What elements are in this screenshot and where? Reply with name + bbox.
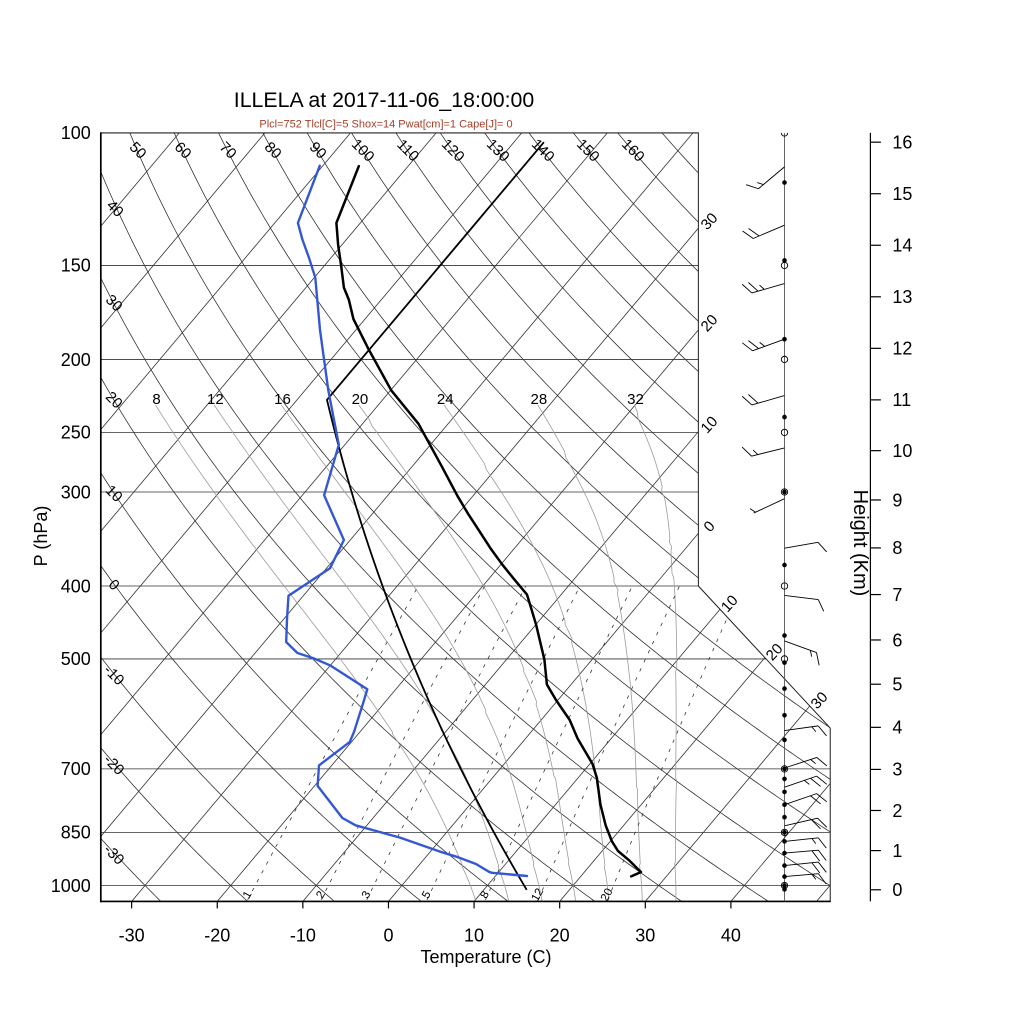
svg-text:P (hPa): P (hPa) bbox=[31, 506, 51, 567]
svg-text:400: 400 bbox=[61, 576, 91, 596]
svg-text:30: 30 bbox=[635, 925, 655, 945]
svg-text:40: 40 bbox=[721, 925, 741, 945]
svg-text:-20: -20 bbox=[204, 925, 230, 945]
svg-text:6: 6 bbox=[892, 630, 902, 650]
svg-text:20: 20 bbox=[352, 391, 369, 408]
svg-text:15: 15 bbox=[892, 184, 912, 204]
svg-text:1: 1 bbox=[892, 841, 902, 861]
svg-text:20: 20 bbox=[550, 925, 570, 945]
svg-text:150: 150 bbox=[61, 256, 91, 276]
svg-text:7: 7 bbox=[892, 585, 902, 605]
svg-text:300: 300 bbox=[61, 482, 91, 502]
svg-text:0: 0 bbox=[892, 880, 902, 900]
svg-text:14: 14 bbox=[892, 236, 912, 256]
svg-text:12: 12 bbox=[892, 339, 912, 359]
svg-text:24: 24 bbox=[437, 391, 454, 408]
svg-text:5: 5 bbox=[420, 889, 434, 900]
svg-text:3: 3 bbox=[892, 760, 902, 780]
svg-text:10: 10 bbox=[464, 925, 484, 945]
svg-text:16: 16 bbox=[892, 132, 912, 152]
svg-text:32: 32 bbox=[627, 391, 644, 408]
svg-text:ILLELA at 2017-11-06_18:00:00: ILLELA at 2017-11-06_18:00:00 bbox=[234, 88, 535, 112]
svg-text:200: 200 bbox=[61, 350, 91, 370]
svg-text:16: 16 bbox=[274, 391, 291, 408]
svg-text:11: 11 bbox=[892, 390, 911, 410]
svg-text:1: 1 bbox=[241, 889, 255, 900]
svg-text:4: 4 bbox=[892, 718, 902, 738]
svg-text:2: 2 bbox=[314, 889, 328, 900]
svg-text:250: 250 bbox=[61, 423, 91, 443]
svg-text:Temperature (C): Temperature (C) bbox=[420, 947, 551, 967]
svg-text:1000: 1000 bbox=[51, 876, 91, 896]
svg-text:8: 8 bbox=[152, 391, 160, 408]
svg-text:100: 100 bbox=[61, 123, 91, 143]
svg-text:12: 12 bbox=[207, 391, 224, 408]
svg-text:13: 13 bbox=[892, 287, 912, 307]
svg-text:8: 8 bbox=[478, 889, 492, 900]
svg-text:28: 28 bbox=[531, 391, 548, 408]
svg-text:3: 3 bbox=[360, 889, 374, 900]
svg-text:850: 850 bbox=[61, 823, 91, 843]
svg-text:Height (Km): Height (Km) bbox=[849, 490, 871, 597]
svg-text:-10: -10 bbox=[290, 925, 316, 945]
svg-text:700: 700 bbox=[61, 759, 91, 779]
svg-text:12: 12 bbox=[530, 887, 547, 904]
svg-text:9: 9 bbox=[892, 490, 902, 510]
svg-text:20: 20 bbox=[599, 887, 616, 904]
svg-text:8: 8 bbox=[892, 538, 902, 558]
svg-text:Plcl=752 Tlcl[C]=5 Shox=14 Pwa: Plcl=752 Tlcl[C]=5 Shox=14 Pwat[cm]=1 Ca… bbox=[259, 119, 512, 131]
svg-text:-30: -30 bbox=[119, 925, 145, 945]
svg-text:0: 0 bbox=[383, 925, 393, 945]
svg-text:10: 10 bbox=[892, 441, 912, 461]
svg-text:2: 2 bbox=[892, 801, 902, 821]
svg-text:5: 5 bbox=[892, 675, 902, 695]
svg-text:500: 500 bbox=[61, 649, 91, 669]
